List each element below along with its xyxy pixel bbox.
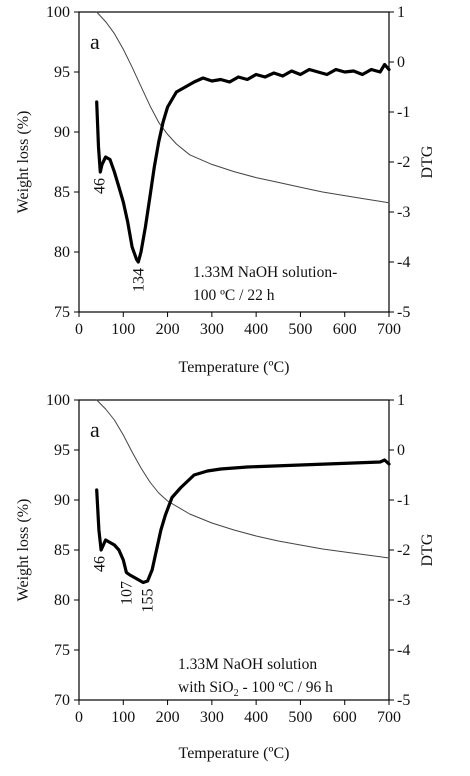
annotation-line-1: 1.33M NaOH solution- [193,264,337,281]
y-tick-label: 85 [54,542,70,559]
peak-labels: 46 107 155 [91,556,156,613]
x-tick-label: 400 [244,321,268,338]
y2-axis-label: DTG [419,533,436,566]
y2-tick-label: -4 [397,254,410,271]
weight-loss-series-line [96,399,390,559]
y-tick-label: 95 [54,64,70,81]
y-tick-label: 95 [54,442,70,459]
y-axis-label: Weight loss (%) [15,499,32,602]
chart-panel-bottom: 0 100 200 300 400 500 600 700 70 75 80 85 90 95 100 -5 -… [15,392,436,762]
x-tick-label: 500 [288,709,312,726]
annotation-line-2: with SiO2 - 100 ºC / 96 h [178,679,333,699]
y-tick-label: 90 [54,492,70,509]
y2-tick-label: 1 [397,4,405,21]
chart-panel-top: 0 100 200 300 400 500 600 700 75 80 85 90 95 100 -5 -4 -… [15,4,436,376]
weight-loss-series-line [96,11,390,204]
x-tick-label: 200 [156,709,180,726]
peak-label: 134 [130,268,147,292]
x-tick-label: 700 [377,321,401,338]
series-group [95,11,391,264]
y-axis-label: Weight loss (%) [15,111,32,214]
y2-tick-label: 0 [397,442,405,459]
x-tick-label: 200 [156,321,180,338]
panel-label: a [90,417,100,442]
x-tick-label: 0 [75,321,83,338]
y2-tick-label: -1 [397,104,410,121]
x-tick-label: 600 [333,321,357,338]
x-tick-label: 300 [200,709,224,726]
peak-label: 107 [118,581,135,605]
y2-tick-label: -4 [397,642,410,659]
y-tick-label: 75 [54,304,70,321]
annotation-line-2: 100 ºC / 22 h [193,287,275,304]
x-tick-label: 600 [333,709,357,726]
y-tick-label: 100 [46,4,70,21]
x-tick-label: 400 [244,709,268,726]
y-tick-label: 80 [54,244,70,261]
y2-tick-label: -5 [397,692,410,709]
y2-tick-label: -1 [397,492,410,509]
x-tick-label: 700 [377,709,401,726]
peak-label: 46 [91,178,108,194]
y2-axis-label: DTG [419,145,436,178]
annotation-line-1: 1.33M NaOH solution [178,656,317,673]
x-axis-label: Temperature (ºC) [179,359,290,376]
y2-tick-label: -3 [397,204,410,221]
dtg-series-line [95,458,391,585]
y2-tick-label: 0 [397,54,405,71]
y-tick-label: 90 [54,124,70,141]
x-tick-label: 500 [288,321,312,338]
y-tick-label: 100 [46,392,70,409]
y-tick-label: 70 [54,692,70,709]
y2-tick-label: -3 [397,592,410,609]
series-group [95,399,391,585]
y-tick-label: 75 [54,642,70,659]
x-tick-label: 100 [111,321,135,338]
x-tick-label: 300 [200,321,224,338]
x-tick-label: 0 [75,709,83,726]
panel-label: a [90,29,100,54]
peak-label: 155 [140,589,157,613]
axes-ticks: 0 100 200 300 400 500 600 700 75 80 85 90 95 100 -5 -4 -… [46,4,410,338]
x-axis-label: Temperature (ºC) [179,745,290,762]
plot-frame [78,399,390,701]
peak-labels: 46 134 [91,178,147,292]
y2-tick-label: -2 [397,154,410,171]
y-tick-label: 85 [54,184,70,201]
axes-ticks: 0 100 200 300 400 500 600 700 70 75 80 85 90 95 100 -5 -… [46,392,410,726]
y2-tick-label: 1 [397,392,405,409]
y-tick-label: 80 [54,592,70,609]
x-tick-label: 100 [111,709,135,726]
dtg-series-line [95,62,391,264]
y2-tick-label: -5 [397,304,410,321]
y2-tick-label: -2 [397,542,410,559]
peak-label: 46 [91,556,108,572]
